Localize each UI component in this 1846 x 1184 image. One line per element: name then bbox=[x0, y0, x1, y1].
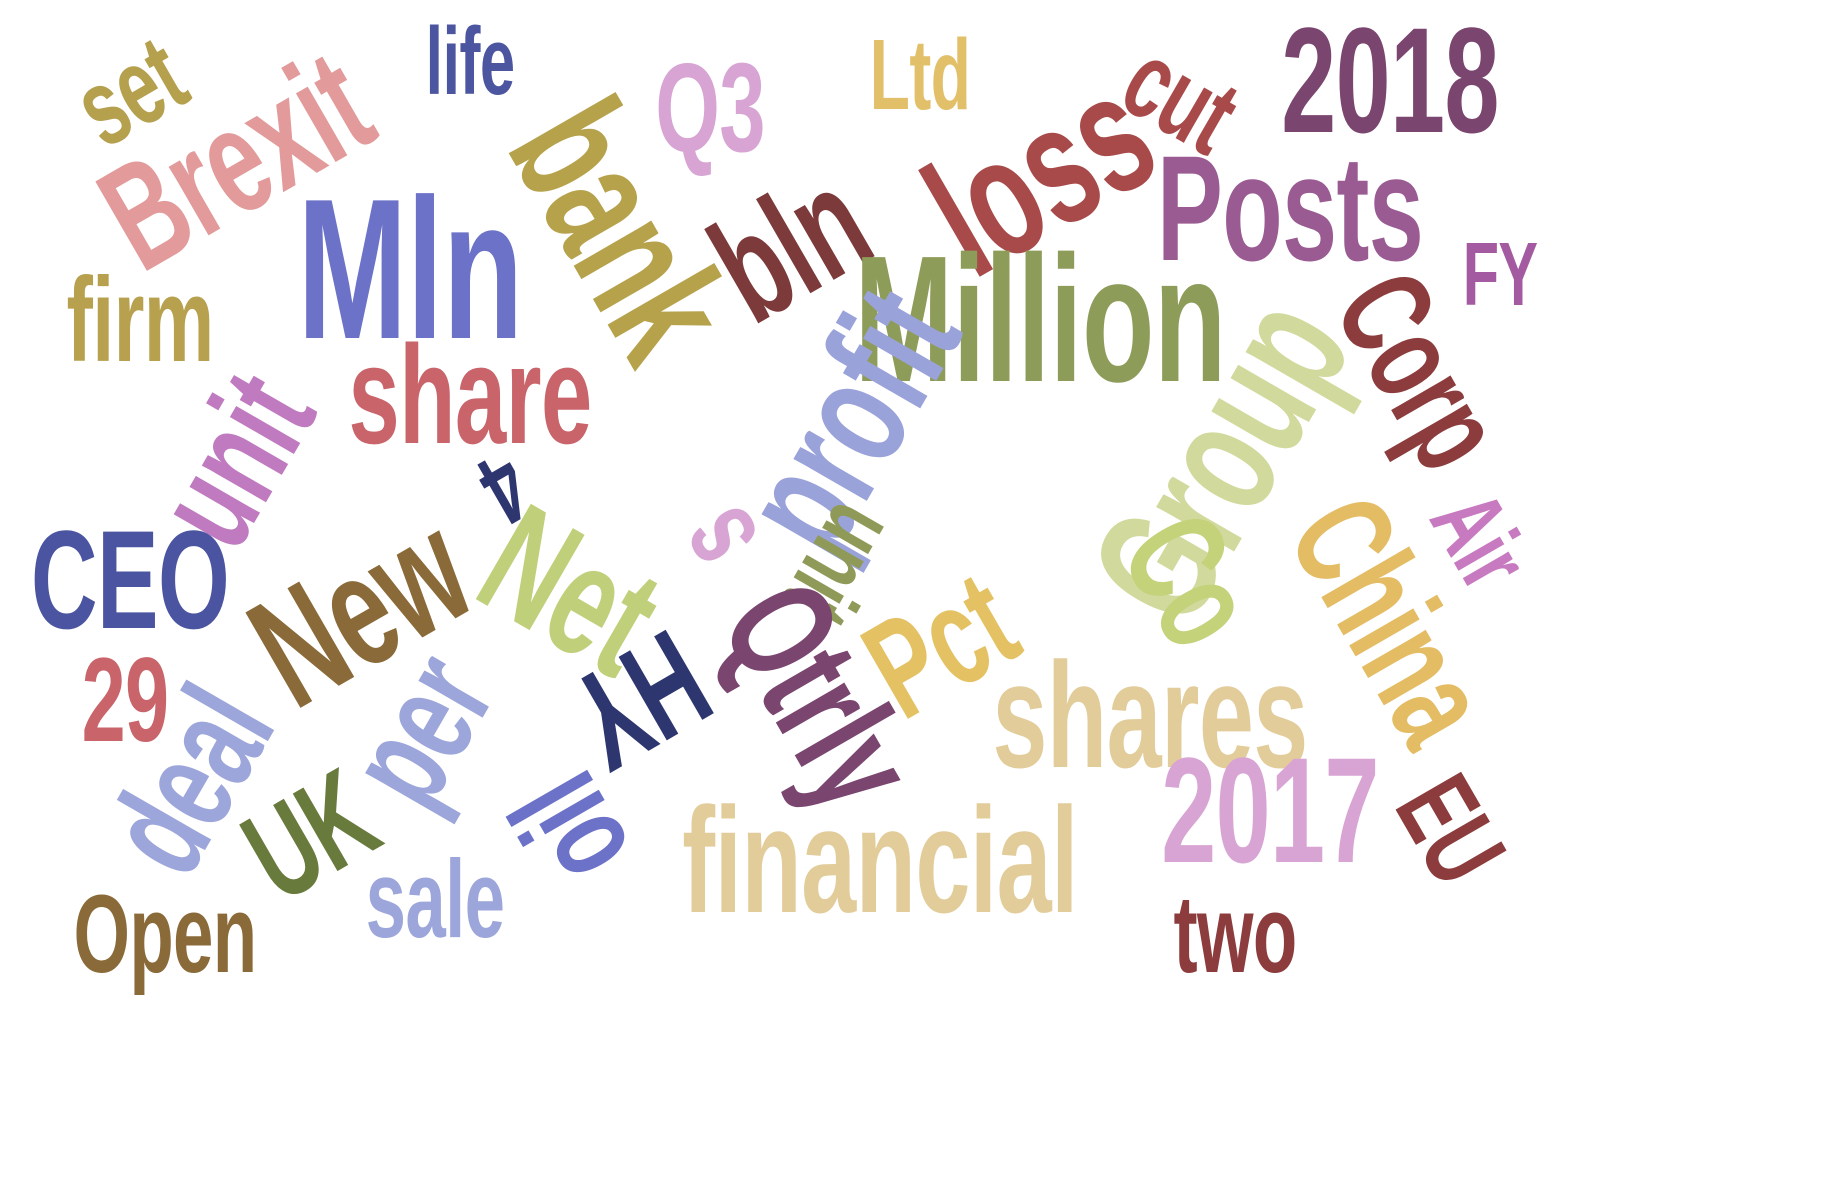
word-s: s bbox=[646, 487, 784, 593]
word-firm: firm bbox=[66, 253, 215, 387]
word-two: two bbox=[1173, 873, 1297, 996]
word-2018: 2018 bbox=[1281, 0, 1499, 164]
word-fy: FY bbox=[1462, 225, 1538, 325]
word-share: share bbox=[348, 316, 592, 473]
word-financial: financial bbox=[682, 776, 1078, 944]
word-life: life bbox=[425, 8, 516, 115]
word-shares: shares bbox=[992, 631, 1308, 799]
word-mln: Mln bbox=[297, 158, 523, 381]
word-posts: Posts bbox=[1156, 124, 1424, 292]
word-q3: Q3 bbox=[655, 37, 765, 178]
word-sale: sale bbox=[365, 838, 505, 961]
word-29: 29 bbox=[81, 633, 169, 767]
word-ltd: Ltd bbox=[869, 19, 971, 131]
word-open: Open bbox=[73, 873, 258, 996]
word-ceo: CEO bbox=[30, 501, 230, 658]
word-eu: EU bbox=[1372, 755, 1529, 904]
word-2017: 2017 bbox=[1161, 726, 1379, 894]
word-million: Million bbox=[854, 219, 1226, 420]
